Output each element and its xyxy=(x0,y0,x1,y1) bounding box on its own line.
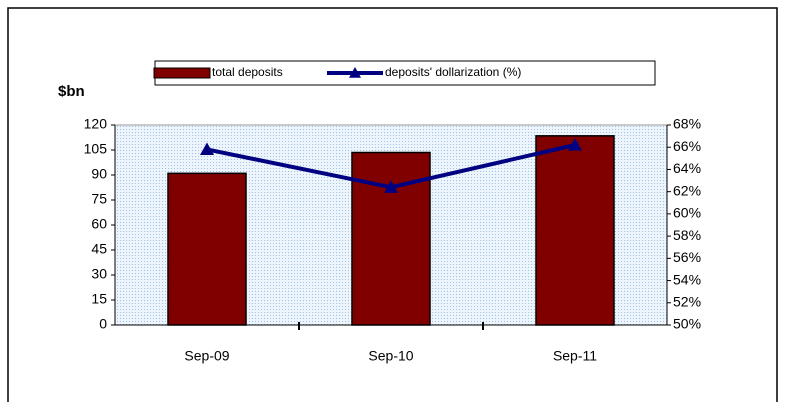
x-tick-label: Sep-11 xyxy=(553,348,597,364)
bar xyxy=(535,135,615,326)
legend-swatch xyxy=(349,67,361,78)
y-tick-label: 60 xyxy=(91,216,107,232)
x-tick-label: Sep-09 xyxy=(184,348,229,364)
line-marker xyxy=(568,138,582,151)
y2-tick-label: 52% xyxy=(673,293,701,309)
x-tick-label: Sep-10 xyxy=(368,348,413,364)
y2-tick-label: 68% xyxy=(673,116,701,132)
legend-label: deposits' dollarization (%) xyxy=(385,65,521,79)
y-tick-label: 45 xyxy=(91,241,107,257)
bar xyxy=(351,151,431,326)
y2-tick-label: 62% xyxy=(673,182,701,198)
line-marker xyxy=(384,180,398,193)
legend-swatch xyxy=(153,67,211,79)
y-axis-label: $bn xyxy=(58,83,85,100)
y-tick-label: 105 xyxy=(84,141,108,157)
y2-tick-label: 66% xyxy=(673,138,701,154)
line-marker xyxy=(200,142,214,156)
y2-tick-label: 58% xyxy=(673,227,701,243)
y-tick-label: 90 xyxy=(91,166,107,182)
y2-tick-label: 64% xyxy=(673,160,701,176)
legend xyxy=(154,60,656,86)
y-tick-label: 15 xyxy=(91,291,107,307)
bar xyxy=(167,172,247,326)
y2-tick-label: 50% xyxy=(673,316,701,332)
y-tick-label: 75 xyxy=(91,191,107,207)
y2-tick-label: 56% xyxy=(673,249,701,265)
y-tick-label: 30 xyxy=(91,266,107,282)
legend-label: total deposits xyxy=(212,65,283,79)
y2-tick-label: 60% xyxy=(673,205,701,221)
y-tick-label: 0 xyxy=(99,316,107,332)
y-tick-label: 120 xyxy=(84,116,108,132)
y2-tick-label: 54% xyxy=(673,271,701,287)
